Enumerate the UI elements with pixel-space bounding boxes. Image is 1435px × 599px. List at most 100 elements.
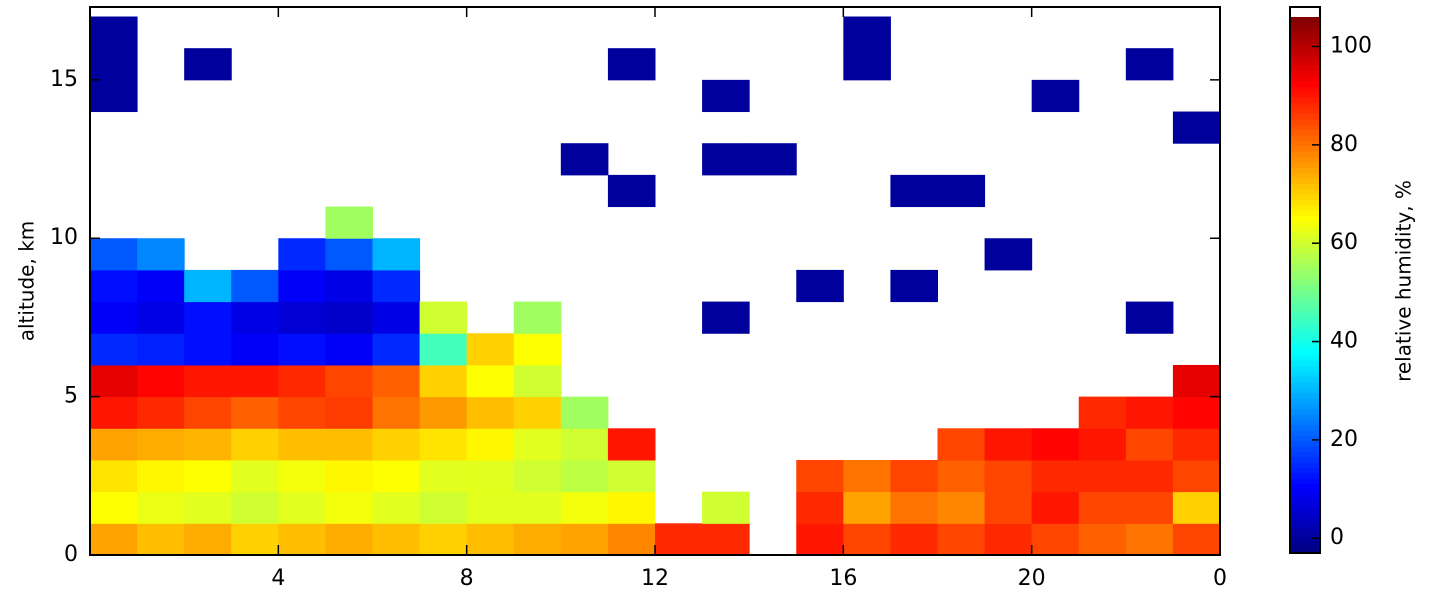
colorbar-tick-label: 80 <box>1330 132 1358 157</box>
cell <box>184 269 232 303</box>
cell <box>90 459 138 493</box>
cell <box>90 269 138 303</box>
cell <box>325 206 373 239</box>
colorbar-segment <box>1290 477 1320 484</box>
x-tick-label: 8 <box>460 566 474 591</box>
cell <box>90 364 138 398</box>
cell <box>137 491 185 524</box>
cell <box>607 48 656 81</box>
cell <box>607 174 656 208</box>
colorbar-segment <box>1290 451 1320 458</box>
cell <box>984 459 1033 493</box>
cell <box>843 48 891 81</box>
cell <box>513 491 562 524</box>
colorbar-segment <box>1290 504 1320 511</box>
colorbar-segment <box>1290 279 1320 286</box>
colorbar-segment <box>1290 392 1320 399</box>
cell <box>560 396 609 429</box>
cell <box>466 491 515 524</box>
colorbar-segment <box>1290 301 1320 308</box>
cell <box>278 491 326 524</box>
colorbar-segment <box>1290 520 1320 527</box>
colorbar-segment <box>1290 43 1320 50</box>
cell <box>513 333 562 366</box>
cell <box>90 333 138 366</box>
cell <box>560 523 609 556</box>
cell <box>278 269 326 303</box>
cell <box>984 428 1033 461</box>
cell <box>796 523 844 556</box>
cell <box>702 523 750 556</box>
cell <box>372 396 421 429</box>
colorbar-segment <box>1290 494 1320 500</box>
cell <box>372 491 421 524</box>
cell <box>90 396 138 429</box>
cell <box>890 523 938 556</box>
colorbar-segment <box>1290 124 1320 131</box>
colorbar-segment <box>1290 65 1320 72</box>
cell <box>184 491 232 524</box>
colorbar-segment <box>1290 419 1320 425</box>
cell <box>843 459 891 493</box>
cell <box>1031 523 1080 556</box>
colorbar-segment <box>1290 188 1320 195</box>
colorbar-segment <box>1290 510 1320 517</box>
y-tick-label: 10 <box>50 225 78 250</box>
cell <box>325 301 373 334</box>
cell <box>231 428 279 461</box>
cell <box>655 523 703 556</box>
cell <box>1031 459 1080 493</box>
colorbar-segment <box>1290 311 1320 318</box>
cell <box>325 396 373 429</box>
cell <box>184 364 232 398</box>
colorbar-segment <box>1290 86 1320 93</box>
cell <box>513 396 562 429</box>
cell <box>137 459 185 493</box>
cell <box>137 269 185 303</box>
colorbar-segment <box>1290 38 1320 45</box>
cell <box>372 523 421 556</box>
colorbar-frame <box>1289 6 1321 554</box>
colorbar-segment <box>1290 402 1320 409</box>
colorbar-segment <box>1290 215 1320 222</box>
colorbar-segment <box>1290 445 1320 452</box>
cell <box>231 364 279 398</box>
cell <box>419 333 468 366</box>
x-tick-label: 20 <box>1018 566 1046 591</box>
colorbar-segment <box>1290 429 1320 436</box>
cell <box>513 364 562 398</box>
colorbar-label: relative humidity, % <box>1392 180 1416 382</box>
colorbar-segment <box>1290 193 1320 200</box>
colorbar-segment <box>1290 226 1320 232</box>
cell <box>513 428 562 461</box>
x-tick-label: 0 <box>1213 566 1227 591</box>
cell <box>278 523 326 556</box>
cell <box>1078 523 1127 556</box>
cell <box>231 269 279 303</box>
colorbar-segment <box>1290 102 1320 109</box>
cell <box>137 364 185 398</box>
colorbar-tick-label: 20 <box>1330 427 1358 452</box>
cell <box>231 333 279 366</box>
colorbar-segment <box>1290 236 1320 243</box>
colorbar-tick-label: 0 <box>1330 525 1344 550</box>
cell <box>702 143 750 176</box>
colorbar-segment <box>1290 547 1320 554</box>
colorbar-segment <box>1290 499 1320 506</box>
x-tick-label: 16 <box>829 566 857 591</box>
cell <box>419 491 468 524</box>
cell <box>90 48 138 81</box>
colorbar-segment <box>1290 542 1320 549</box>
colorbar-segment <box>1290 231 1320 238</box>
colorbar-tick-label: 60 <box>1330 230 1358 255</box>
cell <box>560 143 609 176</box>
colorbar-segment <box>1290 354 1320 361</box>
colorbar-segment <box>1290 97 1320 104</box>
cell <box>466 459 515 493</box>
cell <box>184 523 232 556</box>
colorbar-segment <box>1290 338 1320 345</box>
cell <box>90 428 138 461</box>
cell <box>1125 396 1174 429</box>
cell <box>937 491 986 524</box>
